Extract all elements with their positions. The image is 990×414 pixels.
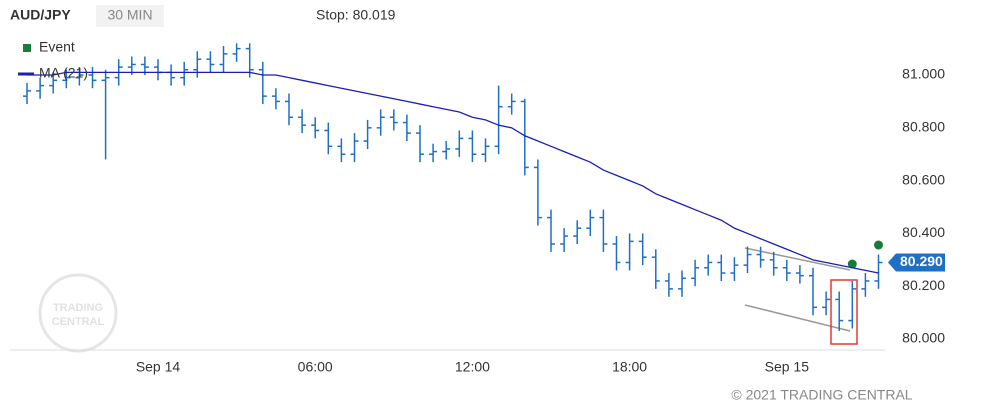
price-tag-label: 80.290 bbox=[900, 253, 943, 269]
event-marker bbox=[847, 259, 857, 269]
chart-title: AUD/JPY bbox=[10, 7, 71, 23]
x-tick-label: Sep 14 bbox=[136, 359, 181, 375]
interval: 30 MIN bbox=[107, 7, 152, 23]
x-tick-label: Sep 15 bbox=[765, 359, 810, 375]
watermark-text: TRADING bbox=[53, 302, 103, 314]
x-tick-label: 06:00 bbox=[298, 359, 333, 375]
legend-swatch bbox=[23, 44, 31, 52]
y-tick-label: 81.000 bbox=[902, 66, 945, 82]
highlight-box bbox=[830, 279, 858, 345]
watermark-ring bbox=[38, 273, 118, 353]
ma-line bbox=[27, 71, 879, 274]
trend-line bbox=[744, 304, 851, 332]
y-tick-label: 80.800 bbox=[902, 119, 945, 135]
y-tick-label: 80.400 bbox=[902, 224, 945, 240]
interval-box bbox=[96, 5, 164, 27]
watermark: TRADING CENTRAL bbox=[38, 273, 118, 353]
y-tick-label: 80.600 bbox=[902, 171, 945, 187]
legend-label: Event bbox=[39, 39, 75, 55]
y-tick-label: 80.200 bbox=[902, 277, 945, 293]
copyright: © 2021 TRADING CENTRAL bbox=[731, 387, 912, 403]
y-tick-label: 80.000 bbox=[902, 330, 945, 346]
x-tick-label: 18:00 bbox=[612, 359, 647, 375]
legend-label: MA (21) bbox=[39, 65, 88, 81]
watermark-text: CENTRAL bbox=[52, 316, 105, 328]
event-marker bbox=[874, 240, 883, 250]
stop-label: Stop: 80.019 bbox=[316, 7, 396, 23]
trend-line bbox=[744, 247, 851, 271]
x-tick-label: 12:00 bbox=[455, 359, 490, 375]
price-tag bbox=[888, 253, 945, 272]
